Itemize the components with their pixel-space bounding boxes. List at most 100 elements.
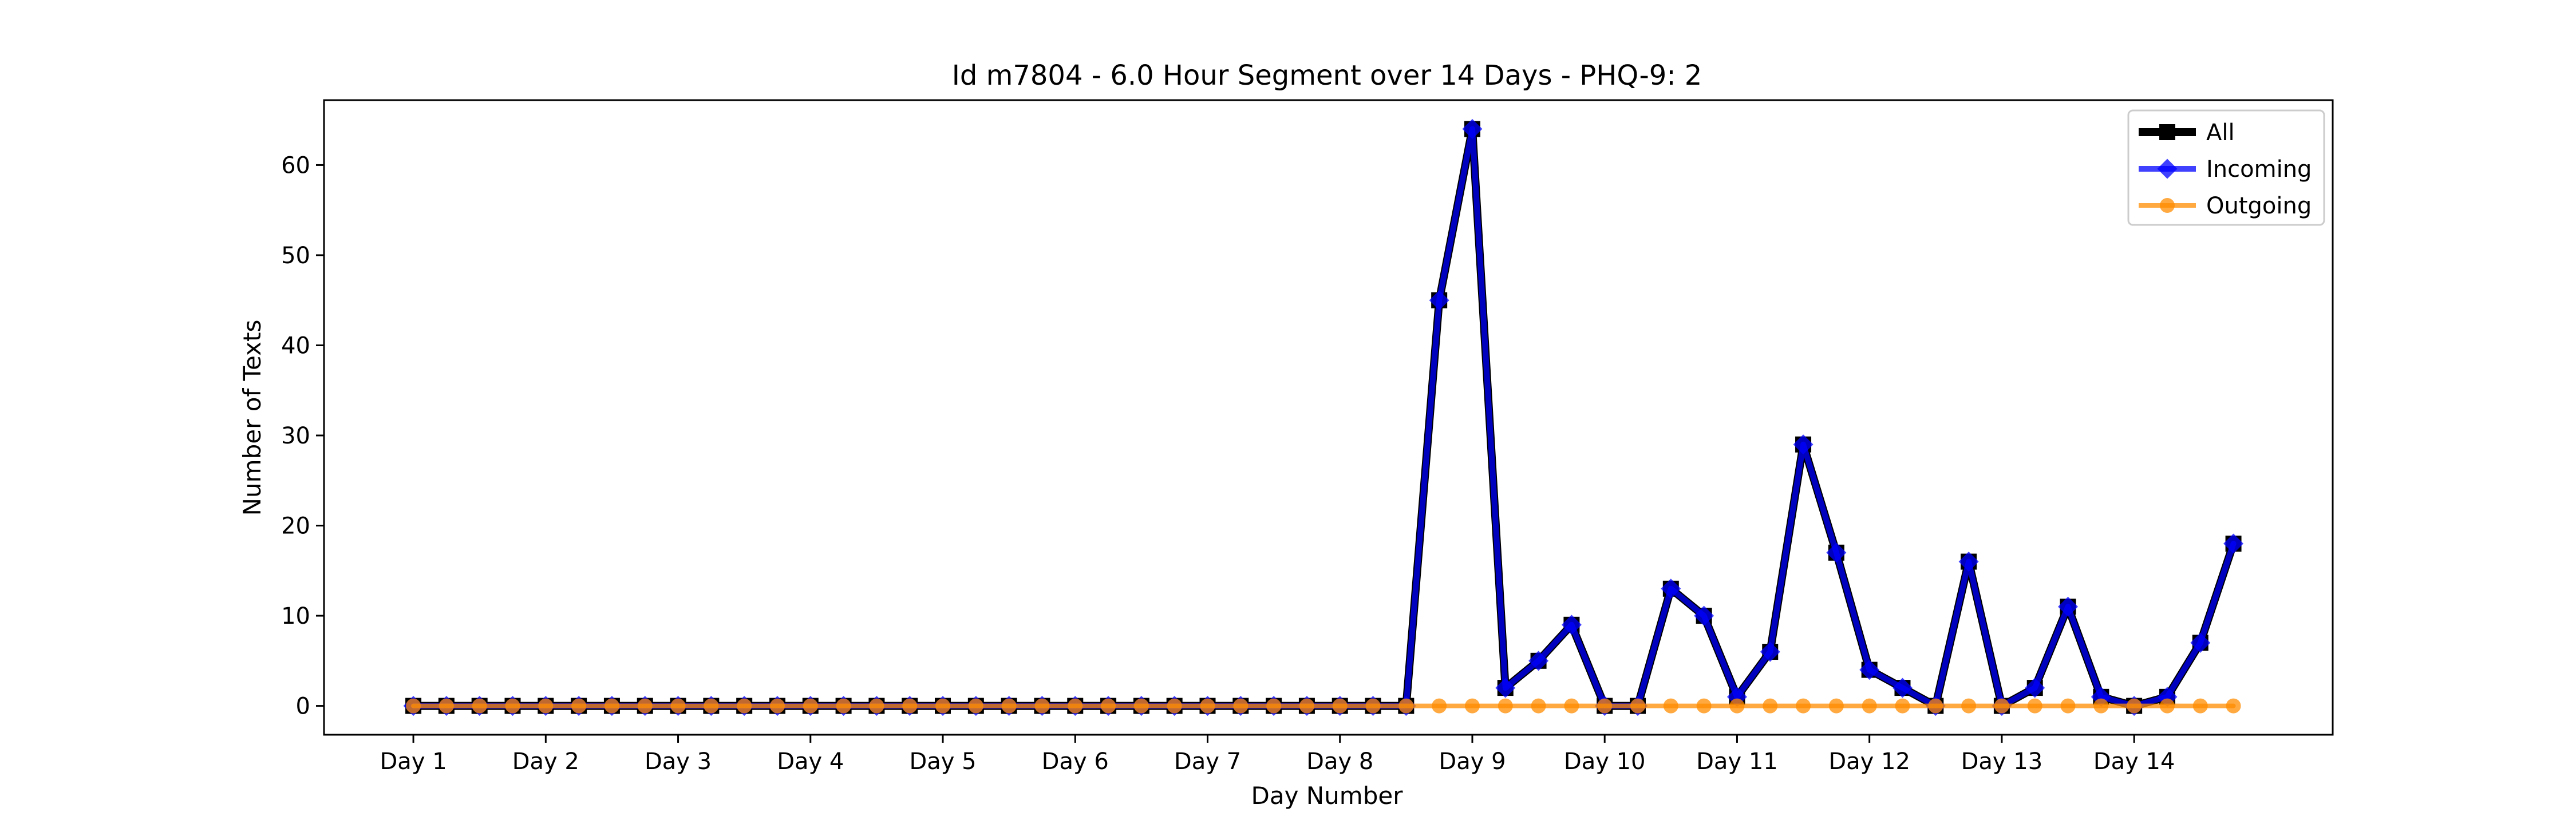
legend-item: Incoming [2139,156,2312,183]
data-point [2226,698,2241,714]
data-point [803,698,818,714]
y-tick-label: 40 [281,332,310,359]
data-point [704,698,719,714]
y-tick-label: 50 [281,243,310,269]
data-point [1299,698,1314,714]
legend-label: Incoming [2206,156,2312,183]
data-point [1928,698,1943,714]
data-point [902,698,918,714]
y-tick-label: 0 [296,694,310,720]
data-point [737,698,752,714]
x-tick-label: Day 10 [1564,748,1646,775]
data-point [1661,579,1681,599]
data-point [935,698,951,714]
data-point [2223,533,2244,554]
x-tick-label: Day 9 [1439,748,1506,775]
y-tick-label: 10 [281,603,310,629]
data-point [1994,698,2009,714]
y-tick-label: 20 [281,513,310,540]
data-point [1200,698,1215,714]
data-point [604,698,619,714]
data-point [1266,698,1282,714]
data-point [1597,698,1613,714]
data-point [1895,698,1910,714]
legend-item: All [2139,120,2235,146]
data-point [1332,698,1348,714]
data-point [1630,698,1646,714]
data-point [869,698,884,714]
data-point [1828,698,1844,714]
y-tick-label: 60 [281,152,310,179]
data-point [1796,698,1811,714]
data-point [1068,698,1083,714]
legend-item: Outgoing [2139,193,2312,219]
x-tick-label: Day 12 [1828,748,1910,775]
x-tick-label: Day 8 [1306,748,1373,775]
data-point [1528,651,1549,671]
x-tick-label: Day 2 [512,748,579,775]
data-point [670,698,686,714]
x-tick-label: Day 13 [1961,748,2043,775]
data-point [1133,698,1149,714]
data-point [1961,698,1977,714]
data-point [1429,290,1449,311]
data-point [968,698,983,714]
legend-box [2127,109,2325,226]
data-point [1001,698,1017,714]
data-point [637,698,653,714]
data-point [1859,660,1880,680]
data-point [505,698,520,714]
series-layer [403,118,2244,716]
legend-marker [2160,198,2175,213]
data-point [472,698,487,714]
data-point [538,698,554,714]
data-point [769,698,785,714]
data-point [2093,698,2109,714]
x-axis-label: Day Number [1251,782,1403,810]
legend-label: All [2206,120,2235,146]
data-point [406,698,421,714]
data-point [1760,641,1780,662]
data-point [1432,698,1447,714]
y-axis: 0 10 20 30 40 50 60 [281,152,324,720]
x-tick-label: Day 4 [777,748,844,775]
data-point [1233,698,1249,714]
x-tick-label: Day 5 [909,748,976,775]
x-tick-label: Day 1 [380,748,447,775]
data-point [1398,698,1414,714]
data-point [438,698,454,714]
data-point [2192,698,2208,714]
x-tick-label: Day 11 [1696,748,1778,775]
data-point [1462,118,1483,139]
data-point [1729,698,1745,714]
data-point [1495,678,1516,698]
data-point [1694,605,1714,626]
data-point [1826,542,1847,563]
legend-marker [2159,124,2175,140]
series-outgoing [406,698,2241,714]
plot-frame [323,99,2334,736]
data-point [1892,678,1913,698]
data-point [836,698,851,714]
legend-marker [2157,159,2178,179]
x-tick-label: Day 7 [1174,748,1241,775]
data-point [571,698,587,714]
data-point [1498,698,1513,714]
data-point [1034,698,1050,714]
data-point [1167,698,1182,714]
data-point [1793,434,1814,455]
data-point [2025,678,2045,698]
legend: All Incoming Outgoing [2127,109,2325,226]
x-axis: Day 1 Day 2 Day 3 Day 4 Day 5 Day 6 Day 7 Day 8… [380,735,2175,775]
x-tick-label: Day 6 [1042,748,1109,775]
data-point [1531,698,1546,714]
data-point [1101,698,1116,714]
data-point [1958,552,1979,572]
data-point [1561,615,1582,635]
y-axis-label: Number of Texts [238,320,266,516]
y-tick-label: 30 [281,423,310,449]
legend-label: Outgoing [2206,193,2312,219]
data-point [1763,698,1778,714]
data-point [1365,698,1381,714]
